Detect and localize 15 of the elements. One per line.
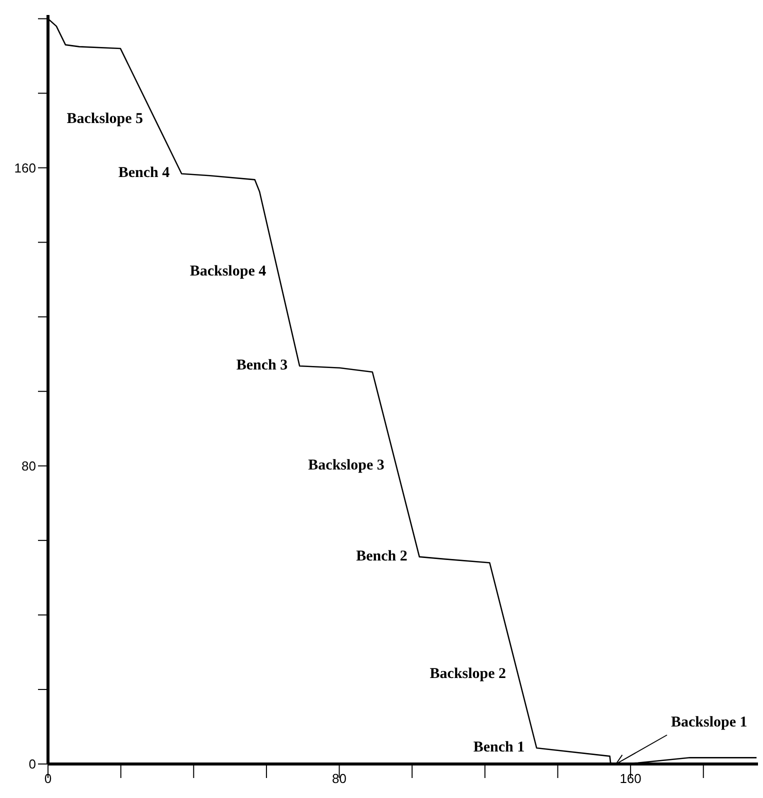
annotation: Backslope 5 — [66, 110, 144, 127]
annotation: Backslope 1 — [671, 714, 748, 730]
annotation: Bench 2 — [356, 548, 408, 564]
annotation: Backslope 4 — [190, 264, 267, 280]
annotation: Bench 3 — [236, 357, 288, 374]
annotation: Backslope 3 — [308, 457, 384, 474]
x-tick-label: 160 — [620, 771, 642, 786]
x-tick-label: 0 — [44, 771, 52, 786]
annotation: Backslope 2 — [430, 666, 506, 682]
annotation: Bench 4 — [118, 165, 170, 182]
annotation: Bench 1 — [473, 739, 525, 756]
y-tick-label: 80 — [22, 458, 36, 474]
x-tick-label: 80 — [332, 771, 347, 786]
y-tick-label: 160 — [14, 160, 36, 176]
y-tick-label: 0 — [28, 756, 36, 772]
